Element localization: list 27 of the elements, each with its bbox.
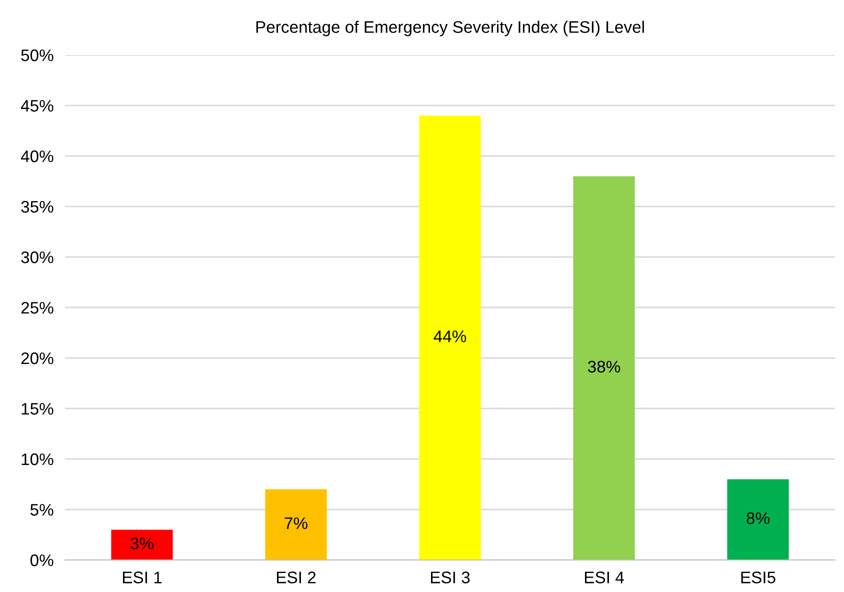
data-label: 3%	[130, 538, 154, 550]
y-tick-label: 0%	[30, 554, 54, 566]
bar	[573, 176, 635, 560]
data-label: 8%	[746, 512, 770, 524]
y-tick-label: 40%	[20, 150, 54, 162]
data-label: 7%	[284, 517, 308, 530]
x-tick-label: ESI5	[741, 572, 776, 584]
data-label: 44%	[434, 330, 466, 342]
bar	[419, 116, 481, 560]
y-tick-label: 45%	[20, 100, 54, 112]
y-tick-label: 35%	[21, 200, 54, 213]
y-tick-label: 20%	[21, 352, 54, 364]
bar	[111, 530, 173, 560]
y-tick-label: 10%	[22, 453, 54, 466]
y-tick-label: 25%	[21, 302, 54, 314]
chart-title: Percentage of Emergency Severity Index (ESI) Level	[256, 20, 644, 36]
x-tick-label: ESI 3	[430, 572, 470, 584]
data-label: 38%	[588, 360, 620, 373]
y-tick-label: 50%	[21, 49, 54, 62]
bar	[265, 489, 327, 560]
y-tick-label: 30%	[21, 251, 54, 264]
y-tick-label: 15%	[22, 402, 54, 415]
x-tick-label: ESI 1	[122, 572, 162, 584]
bar	[727, 479, 789, 560]
x-tick-label: ESI 2	[276, 572, 316, 584]
x-tick-label: ESI 4	[584, 572, 624, 584]
y-tick-label: 5%	[30, 504, 54, 516]
